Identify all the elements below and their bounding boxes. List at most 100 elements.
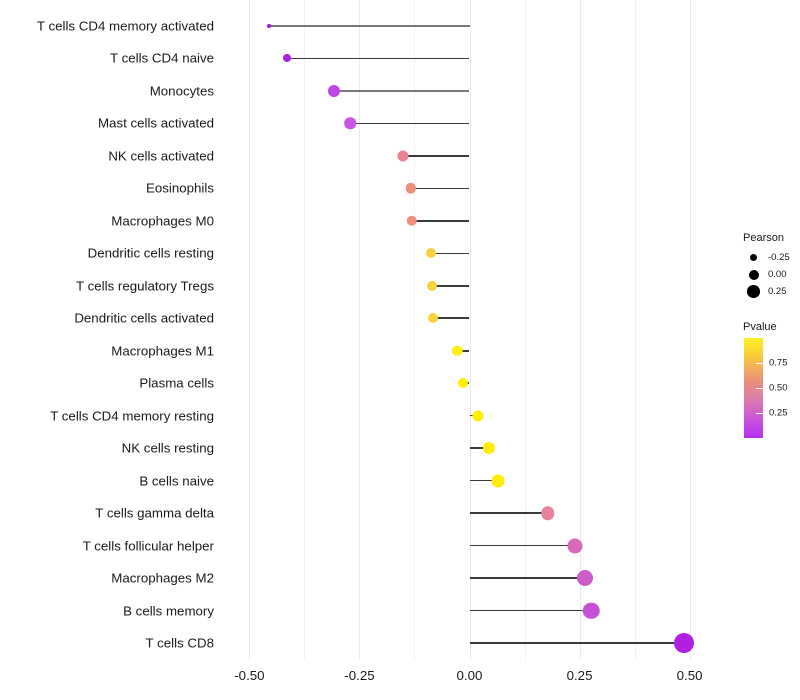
size-legend-swatch-box: [744, 253, 763, 262]
x-axis-tick-label: 0.25: [566, 668, 593, 683]
lollipop-stem: [334, 90, 470, 92]
lollipop-stem: [457, 349, 470, 352]
y-axis-tick-label: Macrophages M2: [111, 570, 214, 586]
gridline-major: [359, 0, 361, 660]
lollipop-stem: [469, 609, 592, 612]
lollipop-stem: [432, 284, 470, 287]
lollipop-stem: [286, 57, 470, 60]
lollipop-point[interactable]: [427, 280, 438, 291]
lollipop-stem: [411, 220, 470, 222]
x-axis-tick-label: 0.50: [676, 668, 703, 683]
y-axis-tick-label: T cells CD8: [145, 635, 214, 651]
size-legend-label: 0.00: [768, 269, 787, 280]
gridline-minor: [414, 0, 416, 660]
size-legend-label: 0.25: [768, 286, 787, 297]
y-axis-tick-label: T cells CD4 naive: [110, 50, 214, 66]
size-legend-dot-icon: [747, 285, 760, 298]
size-legend-dot-icon: [749, 253, 758, 262]
size-legend: Pearson -0.25 0.00 0.25: [740, 232, 800, 300]
lollipop-stem: [269, 25, 470, 27]
y-axis-labels: T cells CD4 memory activated T cells CD4 …: [0, 0, 214, 660]
size-legend-swatch-box: [744, 269, 763, 280]
colorbar-tick-label: 0.50: [769, 382, 788, 394]
lollipop-point[interactable]: [427, 313, 438, 324]
lollipop-point[interactable]: [472, 410, 484, 422]
y-axis-tick-label: Dendritic cells resting: [87, 245, 214, 261]
y-axis-tick-label: Plasma cells: [139, 375, 214, 391]
colorbar-wrapper: 0.75 0.50 0.25: [744, 338, 800, 438]
y-axis-tick-label: B cells memory: [123, 602, 214, 618]
gridline-minor: [524, 0, 526, 660]
gridline-major: [689, 0, 691, 660]
gridline-major: [469, 0, 471, 660]
colorbar-tick-mark: [756, 388, 763, 389]
plot-panel: [223, 0, 716, 660]
y-axis-tick-label: T cells regulatory Tregs: [76, 278, 214, 294]
y-axis-tick-label: B cells naive: [139, 472, 214, 488]
lollipop-point[interactable]: [267, 24, 272, 28]
lollipop-stem: [469, 642, 684, 644]
lollipop-point[interactable]: [577, 570, 594, 587]
lollipop-point[interactable]: [567, 538, 583, 554]
x-axis: -0.50 -0.25 0.00 0.25 0.50: [223, 660, 716, 700]
y-axis-tick-label: Mast cells activated: [97, 115, 214, 131]
lollipop-point[interactable]: [491, 474, 505, 488]
lollipop-point[interactable]: [328, 84, 341, 97]
colorbar-tick-label: 0.75: [769, 357, 788, 369]
lollipop-point[interactable]: [397, 150, 409, 162]
size-legend-entry: 0.00: [740, 266, 800, 283]
lollipop-point[interactable]: [451, 345, 463, 356]
size-legend-entries: -0.25 0.00 0.25: [740, 249, 800, 300]
lollipop-point[interactable]: [406, 215, 418, 227]
lollipop-point[interactable]: [426, 248, 437, 259]
lollipop-stem: [469, 479, 499, 482]
y-axis-tick-label: Eosinophils: [145, 180, 214, 196]
y-axis-tick-label: Macrophages M1: [111, 343, 214, 359]
lollipop-point[interactable]: [483, 442, 496, 455]
lollipop-stem: [410, 187, 470, 190]
gridline-minor: [304, 0, 306, 660]
x-axis-tick-label: -0.50: [234, 668, 265, 683]
x-axis-tick-label: 0.00: [456, 668, 483, 683]
lollipop-point[interactable]: [405, 183, 416, 194]
size-legend-dot-icon: [748, 269, 759, 280]
gridline-major: [579, 0, 581, 660]
gridline-major: [249, 0, 251, 660]
legend-area: Pearson -0.25 0.00 0.25 Pvalue 0.75 0.50 0.2…: [740, 232, 800, 442]
y-axis-tick-label: Monocytes: [149, 83, 214, 99]
y-axis-tick-label: Dendritic cells activated: [74, 310, 214, 326]
lollipop-point[interactable]: [541, 506, 555, 520]
lollipop-stem: [402, 155, 470, 157]
color-legend-title: Pvalue: [743, 321, 777, 333]
lollipop-stem: [350, 122, 470, 125]
lollipop-stem: [469, 577, 586, 579]
gridline-minor: [634, 0, 636, 660]
lollipop-stem: [431, 252, 470, 255]
y-axis-tick-label: Macrophages M0: [111, 213, 214, 229]
y-axis-tick-label: T cells CD4 memory resting: [50, 408, 214, 424]
colorbar-tick-mark: [756, 363, 763, 364]
lollipop-point[interactable]: [583, 602, 600, 619]
lollipop-point[interactable]: [282, 54, 291, 63]
size-legend-swatch-box: [744, 285, 763, 298]
y-axis-tick-label: NK cells activated: [108, 148, 214, 164]
lollipop-stem: [432, 317, 470, 320]
colorbar-tick-mark: [756, 413, 763, 414]
lollipop-stem: [469, 447, 490, 449]
y-axis-tick-label: T cells CD4 memory activated: [36, 18, 214, 34]
lollipop-point[interactable]: [673, 633, 694, 653]
color-legend: Pvalue 0.75 0.50 0.25: [740, 321, 800, 438]
lollipop-point[interactable]: [344, 117, 356, 130]
size-legend-label: -0.25: [768, 252, 790, 263]
size-legend-entry: -0.25: [740, 249, 800, 266]
lollipop-stem: [469, 512, 548, 514]
y-axis-tick-label: T cells gamma delta: [95, 505, 214, 521]
size-legend-title: Pearson: [743, 232, 784, 244]
y-axis-tick-label: NK cells resting: [121, 440, 214, 456]
size-legend-entry: 0.25: [740, 283, 800, 300]
lollipop-stem: [469, 544, 576, 547]
y-axis-tick-label: T cells follicular helper: [82, 537, 214, 553]
lollipop-point[interactable]: [458, 378, 469, 389]
colorbar-tick-label: 0.25: [769, 407, 788, 419]
